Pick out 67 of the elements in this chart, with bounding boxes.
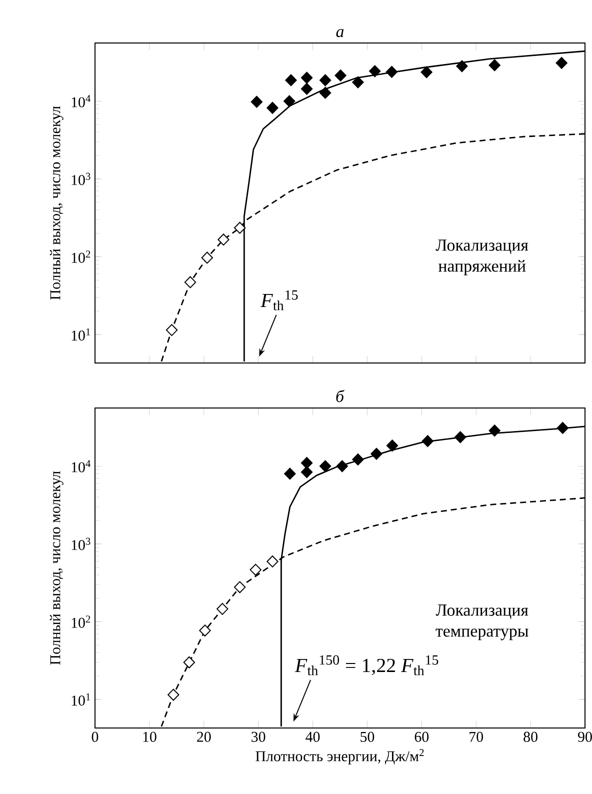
annotation: F$_{th}$15: [260, 290, 298, 310]
point: [218, 234, 230, 246]
point: [266, 102, 278, 114]
y-axis-title: Полный выход, число молекул: [50, 106, 64, 300]
point: [334, 69, 346, 82]
x-tick-label: 50: [360, 732, 374, 742]
point: [234, 581, 246, 594]
y-tick-label: 10$^{3}$: [72, 538, 90, 550]
point: [422, 435, 434, 448]
annotation: F$_{th}$$^{150}$ = 1,22 F$_{th}$15: [294, 655, 438, 676]
point: [488, 59, 500, 72]
point: [386, 440, 398, 452]
point: [183, 656, 196, 668]
point: [284, 95, 296, 108]
chart-title: б: [336, 390, 344, 402]
chart-title: а: [336, 29, 344, 38]
point: [266, 556, 278, 568]
x-tick-label: 0: [92, 732, 98, 742]
point: [234, 222, 246, 234]
x-tick-label: 60: [414, 732, 429, 742]
point: [454, 431, 466, 444]
point: [386, 66, 398, 78]
x-tick-label: 40: [306, 732, 320, 742]
x-tick-label: 20: [197, 732, 211, 742]
point: [556, 56, 568, 69]
x-axis-title: Плотность энергии, Дж/м$^{2}$: [256, 749, 424, 764]
annotation: Локализация температуры: [436, 604, 528, 640]
point: [300, 466, 313, 478]
y-tick-label: 10$^{4}$: [72, 460, 91, 472]
y-tick-label: 10$^{1}$: [72, 693, 90, 706]
point: [420, 66, 432, 78]
point: [284, 468, 296, 480]
point: [488, 424, 500, 437]
point: [352, 76, 364, 88]
y-tick-label: 10$^{2}$: [72, 616, 90, 628]
point: [352, 453, 364, 466]
y-tick-label: 10$^{1}$: [72, 328, 90, 341]
x-tick-label: 90: [578, 732, 592, 742]
point: [456, 60, 468, 72]
point: [250, 564, 262, 576]
x-tick-label: 30: [252, 732, 266, 742]
point: [300, 82, 313, 95]
point: [201, 252, 213, 264]
point: [184, 276, 196, 288]
point: [556, 422, 569, 434]
point: [368, 65, 381, 78]
point: [166, 324, 178, 336]
point: [319, 460, 332, 472]
point: [250, 96, 263, 108]
y-tick-label: 10$^{4}$: [72, 95, 91, 108]
point: [319, 86, 332, 99]
x-tick-label: 80: [524, 732, 538, 742]
point: [370, 448, 382, 460]
point: [168, 688, 180, 701]
point: [216, 602, 228, 615]
annotation: Локализация напряжений: [436, 240, 528, 276]
y-axis-title: Полный выход, число молекул: [50, 471, 64, 665]
x-tick-label: 10: [143, 732, 156, 742]
point: [199, 624, 211, 637]
point: [319, 74, 332, 86]
point: [300, 72, 313, 84]
point: [300, 456, 313, 469]
x-tick-label: 70: [470, 732, 484, 742]
y-tick-label: 10$^{2}$: [72, 250, 90, 263]
y-tick-label: 10$^{3}$: [72, 172, 90, 186]
point: [336, 460, 348, 472]
point: [285, 74, 297, 86]
